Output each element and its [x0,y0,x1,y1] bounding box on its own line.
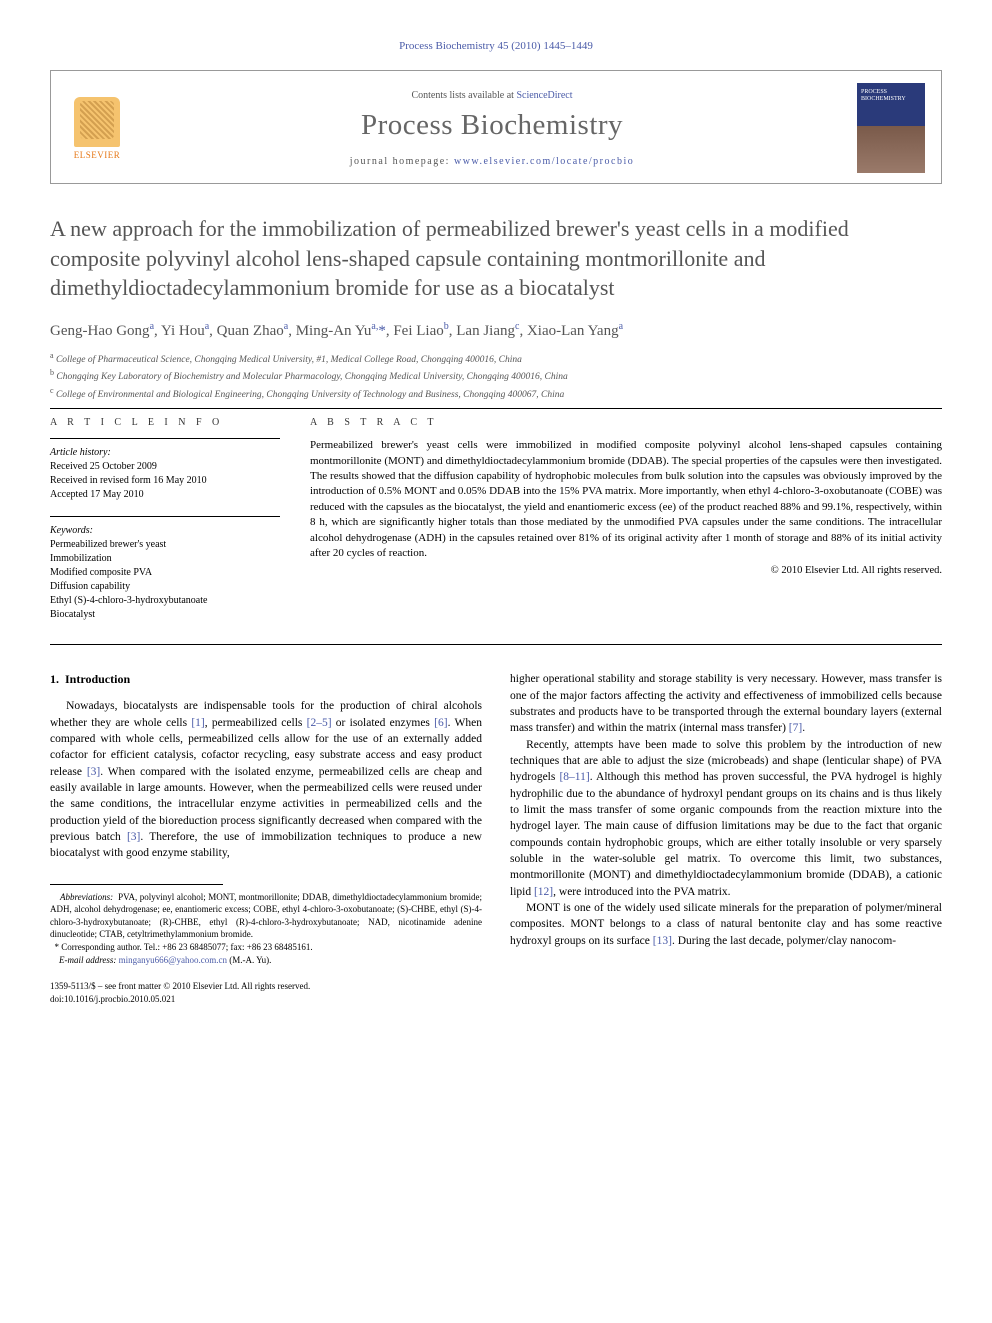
authors: Geng-Hao Gonga, Yi Houa, Quan Zhaoa, Min… [50,321,942,340]
keywords-head: Keywords: [50,525,280,536]
info-rule-2 [50,516,280,517]
abstract-text: Permeabilized brewer's yeast cells were … [310,438,942,561]
intro-para-1: Nowadays, biocatalysts are indispensable… [50,698,482,861]
abstract: A B S T R A C T Permeabilized brewer's y… [310,417,942,636]
article-history: Article history: Received 25 October 200… [50,447,280,502]
history-accepted: Accepted 17 May 2010 [50,488,280,502]
footnote-separator [50,884,223,885]
article-title: A new approach for the immobilization of… [50,214,942,303]
page: Process Biochemistry 45 (2010) 1445–1449… [0,0,992,1045]
body-right-col: higher operational stability and storage… [510,671,942,1005]
affiliation-c: c College of Environmental and Biologica… [50,385,942,402]
history-revised: Received in revised form 16 May 2010 [50,474,280,488]
info-head: A R T I C L E I N F O [50,417,280,428]
footnote-email: E-mail address: minganyu666@yahoo.com.cn… [50,954,482,967]
elsevier-logo: ELSEVIER [67,93,127,163]
abstract-head: A B S T R A C T [310,417,942,428]
body-columns: 1. Introduction Nowadays, biocatalysts a… [50,671,942,1005]
doi-line: doi:10.1016/j.procbio.2010.05.021 [50,993,482,1006]
homepage-link[interactable]: www.elsevier.com/locate/procbio [454,156,634,167]
keywords-block: Keywords: Permeabilized brewer's yeast I… [50,525,280,622]
footnote-abbrev: Abbreviations: PVA, polyvinyl alcohol; M… [50,891,482,941]
intro-para-3: MONT is one of the widely used silicate … [510,900,942,949]
history-head: Article history: [50,447,280,458]
journal-name: Process Biochemistry [141,109,843,142]
keyword: Permeabilized brewer's yeast [50,538,280,552]
affiliation-a: a College of Pharmaceutical Science, Cho… [50,350,942,367]
article-info: A R T I C L E I N F O Article history: R… [50,417,280,636]
publisher-label: ELSEVIER [74,150,121,160]
homepage-prefix: journal homepage: [350,156,454,167]
issn-line: 1359-5113/$ – see front matter © 2010 El… [50,980,482,993]
email-link[interactable]: minganyu666@yahoo.com.cn [119,955,227,965]
bottom-matter: 1359-5113/$ – see front matter © 2010 El… [50,980,482,1005]
section-heading: 1. Introduction [50,671,482,688]
journal-cover-thumb: PROCESS BIOCHEMISTRY [857,83,925,173]
keyword: Immobilization [50,552,280,566]
keyword: Biocatalyst [50,608,280,622]
homepage-line: journal homepage: www.elsevier.com/locat… [141,156,843,167]
intro-para-2: Recently, attempts have been made to sol… [510,737,942,900]
contents-prefix: Contents lists available at [411,90,516,101]
info-rule-1 [50,438,280,439]
elsevier-tree-icon [74,97,120,147]
contents-available: Contents lists available at ScienceDirec… [141,90,843,101]
keyword: Ethyl (S)-4-chloro-3-hydroxybutanoate [50,594,280,608]
keyword: Diffusion capability [50,580,280,594]
footnote-corresp: * Corresponding author. Tel.: +86 23 684… [50,941,482,954]
body-left-col: 1. Introduction Nowadays, biocatalysts a… [50,671,482,1005]
rule-bottom [50,644,942,645]
citation-line: Process Biochemistry 45 (2010) 1445–1449 [50,40,942,52]
affiliation-b: b Chongqing Key Laboratory of Biochemist… [50,367,942,384]
header-center: Contents lists available at ScienceDirec… [141,90,843,167]
intro-para-1-cont: higher operational stability and storage… [510,671,942,736]
info-abstract-row: A R T I C L E I N F O Article history: R… [50,417,942,636]
sciencedirect-link[interactable]: ScienceDirect [516,90,572,101]
journal-header: ELSEVIER Contents lists available at Sci… [50,70,942,184]
keyword: Modified composite PVA [50,566,280,580]
cover-caption: PROCESS BIOCHEMISTRY [861,89,921,102]
history-received: Received 25 October 2009 [50,460,280,474]
footnotes: Abbreviations: PVA, polyvinyl alcohol; M… [50,891,482,967]
rule-top [50,408,942,409]
affiliations: a College of Pharmaceutical Science, Cho… [50,350,942,402]
abstract-copyright: © 2010 Elsevier Ltd. All rights reserved… [310,565,942,576]
